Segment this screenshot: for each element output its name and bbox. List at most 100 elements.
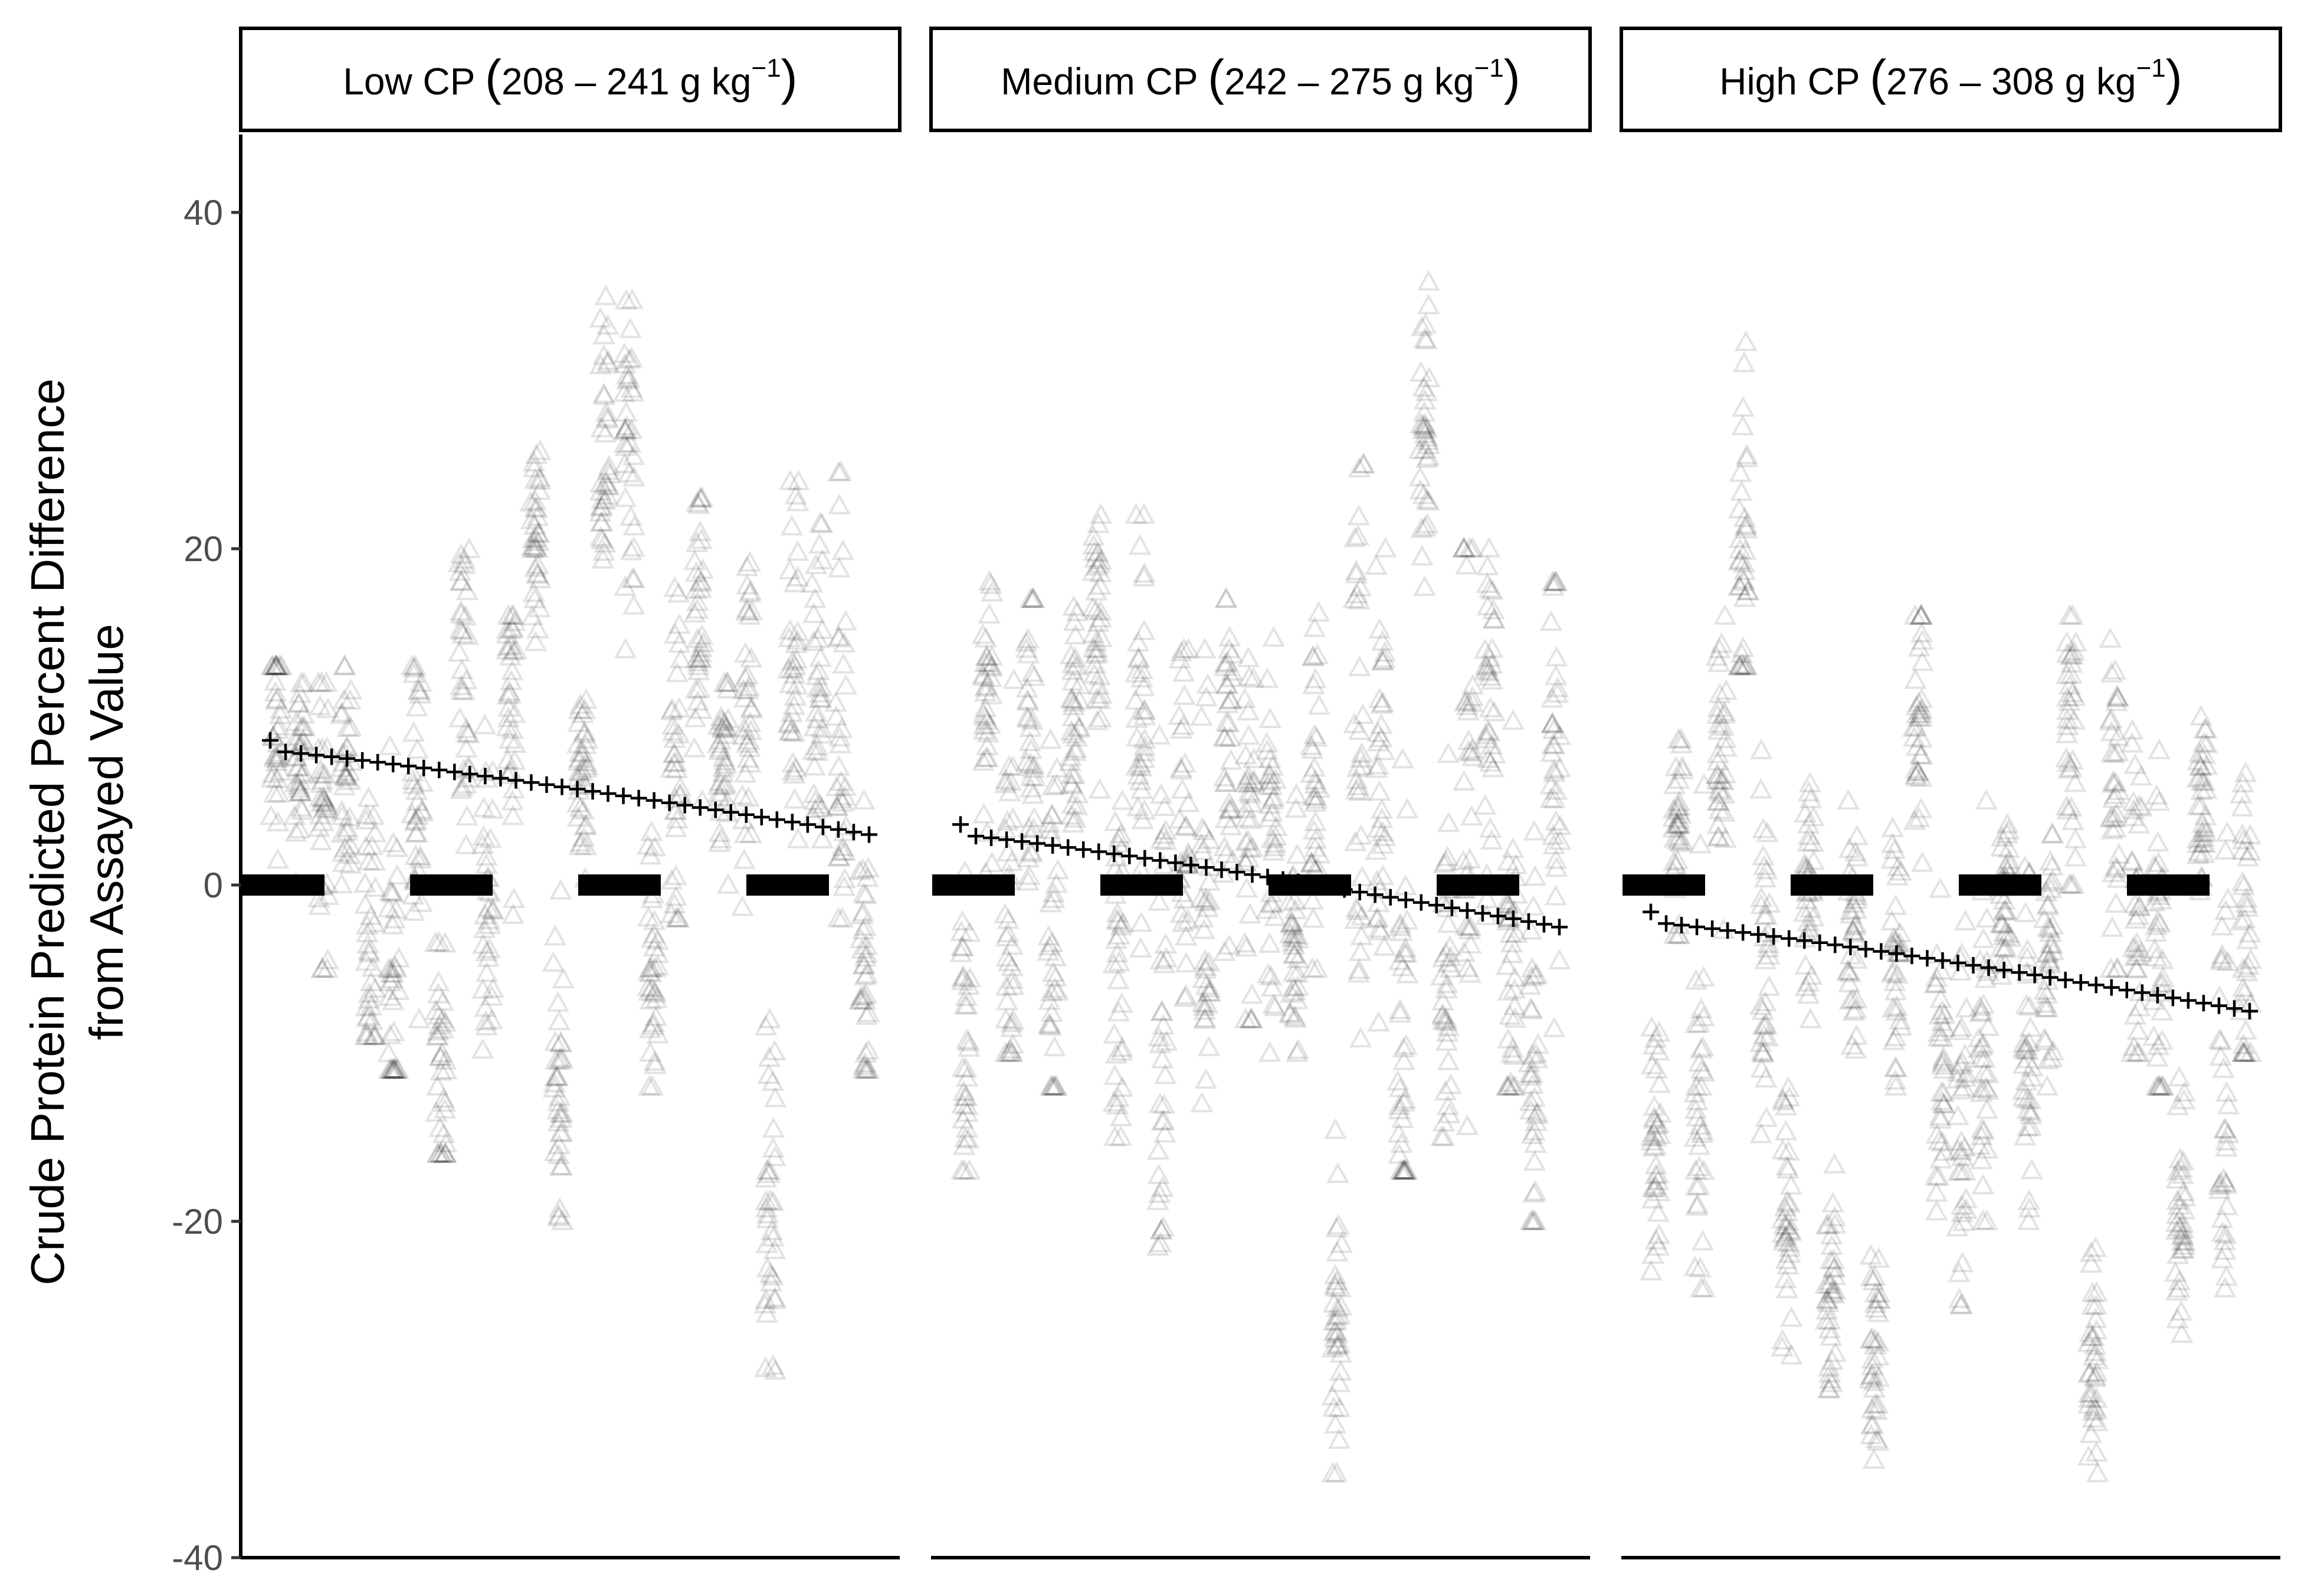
observation-point [574, 751, 598, 772]
observation-point [1303, 756, 1326, 777]
observation-point [1148, 1092, 1172, 1113]
observation-point [737, 676, 761, 697]
observation-point [289, 781, 312, 802]
observation-point [619, 317, 642, 339]
observation-point [1189, 833, 1213, 854]
observation-point [1728, 575, 1751, 596]
observation-point [566, 791, 589, 812]
observation-point [954, 1126, 977, 1148]
observation-point [1692, 1005, 1715, 1027]
observation-point [646, 1023, 670, 1044]
observation-point [954, 1057, 978, 1078]
observation-point [1283, 942, 1306, 964]
observation-point [1236, 768, 1260, 789]
observation-point [1801, 831, 1824, 852]
observation-point [448, 618, 472, 639]
observation-point [2084, 1341, 2107, 1362]
observation-point [1132, 565, 1156, 586]
observation-point [2084, 1319, 2108, 1340]
observation-point [852, 953, 876, 975]
observation-point [1802, 906, 1825, 927]
observation-point [804, 789, 827, 811]
observation-point [1391, 1107, 1414, 1128]
observation-point [2033, 1027, 2056, 1048]
observation-point [1453, 536, 1476, 558]
observation-point [638, 980, 661, 1001]
observation-point [2019, 1016, 2042, 1037]
observation-point [1150, 828, 1173, 849]
trend-marker [2103, 979, 2120, 996]
trend-marker [1244, 866, 1261, 883]
observation-point [2214, 1136, 2238, 1157]
observation-point [1192, 968, 1215, 988]
observation-point [1198, 981, 1221, 1002]
observation-point [1499, 922, 1522, 943]
observation-point [1345, 582, 1369, 604]
observation-point [2231, 976, 2255, 997]
observation-point [1453, 941, 1476, 962]
observation-point [1909, 604, 1933, 625]
observation-point [1068, 689, 1092, 710]
observation-point [1666, 812, 1690, 833]
observation-point [1480, 653, 1503, 674]
observation-point [855, 934, 879, 955]
observation-point [1303, 616, 1326, 637]
observation-point [1888, 932, 1912, 953]
observation-point [1043, 977, 1067, 998]
observation-point [473, 713, 497, 735]
observation-point [2106, 740, 2129, 762]
observation-point [1368, 917, 1391, 938]
observation-point [2041, 933, 2064, 954]
observation-point [689, 487, 713, 509]
observation-point [1750, 886, 1773, 907]
observation-point [426, 1025, 450, 1046]
observation-point [955, 1101, 979, 1122]
observation-point [501, 618, 524, 639]
observation-point [1189, 705, 1213, 726]
observation-point [1473, 794, 1497, 815]
observation-point [1974, 1076, 1998, 1097]
observation-point [264, 743, 287, 765]
observation-point [1389, 1159, 1412, 1180]
observation-point [453, 548, 476, 569]
observation-point [2210, 1247, 2234, 1269]
observation-point [1046, 979, 1070, 1001]
observation-point [1146, 1139, 1170, 1160]
observation-point [974, 676, 997, 697]
observation-point [1667, 795, 1691, 816]
observation-point [268, 703, 292, 725]
observation-point [363, 876, 387, 897]
observation-point [1730, 653, 1753, 674]
observation-point [1152, 1093, 1176, 1114]
observation-point [1542, 1017, 1566, 1038]
observation-point [574, 774, 598, 795]
observation-point [1503, 978, 1526, 999]
observation-point [1474, 654, 1497, 675]
observation-point [1458, 919, 1481, 940]
observation-point [2123, 945, 2147, 966]
observation-point [430, 1142, 453, 1163]
observation-point [311, 810, 335, 831]
observation-point [972, 665, 995, 686]
observation-point [1039, 1074, 1063, 1096]
observation-point [996, 810, 1020, 831]
observation-point [1411, 414, 1434, 435]
observation-point [662, 742, 686, 763]
observation-point [1259, 965, 1283, 986]
observation-point [1214, 843, 1238, 864]
observation-point [1388, 1076, 1412, 1097]
observation-point [1671, 829, 1694, 850]
observation-point [2102, 787, 2125, 808]
observation-point [1929, 877, 1952, 898]
trend-marker [2057, 971, 2074, 988]
observation-point [784, 685, 807, 706]
observation-point [383, 1058, 407, 1079]
observation-point [1021, 783, 1045, 804]
observation-point [265, 750, 289, 771]
observation-point [834, 674, 858, 695]
observation-point [1925, 966, 1948, 987]
observation-point [1198, 828, 1221, 850]
observation-point [2195, 732, 2218, 753]
observation-point [2099, 807, 2122, 828]
observation-point [1126, 763, 1150, 785]
